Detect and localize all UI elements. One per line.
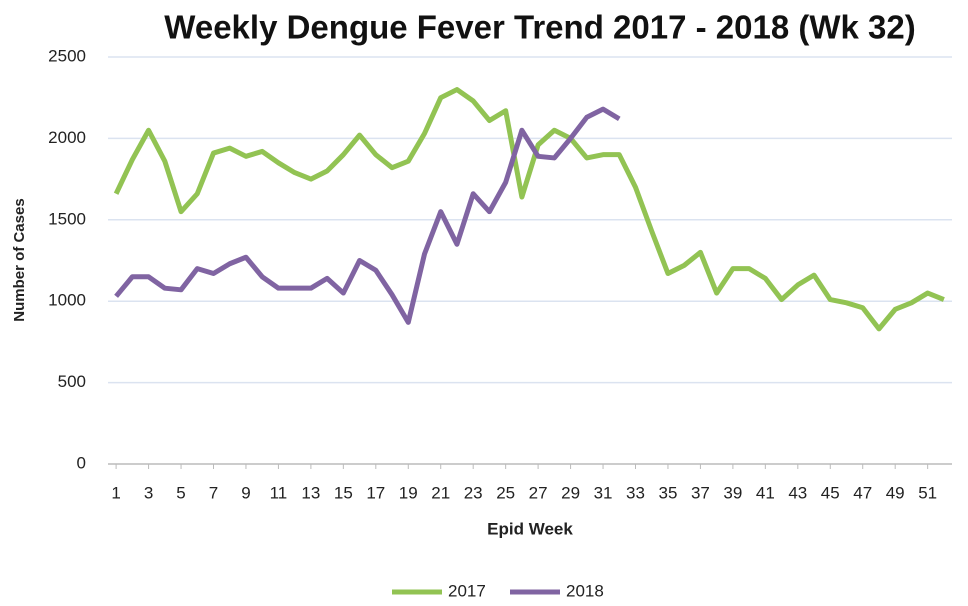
x-axis-label: Epid Week xyxy=(487,519,573,538)
x-tick-label: 1 xyxy=(111,483,120,502)
x-tick-label: 41 xyxy=(756,483,775,502)
x-tick-label: 27 xyxy=(529,483,548,502)
y-tick-label: 2000 xyxy=(48,128,86,147)
x-tick-label: 25 xyxy=(496,483,515,502)
x-tick-label: 33 xyxy=(626,483,645,502)
y-tick-label: 2500 xyxy=(48,46,86,65)
x-tick-label: 17 xyxy=(366,483,385,502)
x-tick-label: 7 xyxy=(209,483,218,502)
x-tick-label: 23 xyxy=(464,483,483,502)
y-tick-label: 1000 xyxy=(48,291,86,310)
x-tick-label: 49 xyxy=(886,483,905,502)
x-tick-label: 9 xyxy=(241,483,250,502)
x-tick-label: 13 xyxy=(301,483,320,502)
x-tick-label: 19 xyxy=(399,483,418,502)
x-tick-label: 3 xyxy=(144,483,153,502)
x-tick-label: 29 xyxy=(561,483,580,502)
x-tick-label: 15 xyxy=(334,483,353,502)
x-tick-label: 37 xyxy=(691,483,710,502)
x-tick-label: 5 xyxy=(176,483,185,502)
y-tick-label: 0 xyxy=(77,453,86,472)
series-line xyxy=(114,106,621,325)
x-tick-label: 21 xyxy=(431,483,450,502)
y-axis-label: Number of Cases xyxy=(11,198,28,321)
x-tick-label: 43 xyxy=(788,483,807,502)
x-tick-label: 51 xyxy=(918,483,937,502)
x-tick-label: 47 xyxy=(853,483,872,502)
x-tick-label: 39 xyxy=(723,483,742,502)
series-line xyxy=(113,87,945,332)
x-tick-label: 35 xyxy=(659,483,678,502)
legend-label: 2018 xyxy=(566,581,604,600)
x-tick-label: 45 xyxy=(821,483,840,502)
x-tick-label: 31 xyxy=(594,483,613,502)
y-tick-label: 500 xyxy=(58,372,86,391)
y-tick-label: 1500 xyxy=(48,209,86,228)
legend-label: 2017 xyxy=(448,581,486,600)
x-tick-label: 11 xyxy=(270,483,288,502)
chart-title: Weekly Dengue Fever Trend 2017 - 2018 (W… xyxy=(164,9,915,46)
